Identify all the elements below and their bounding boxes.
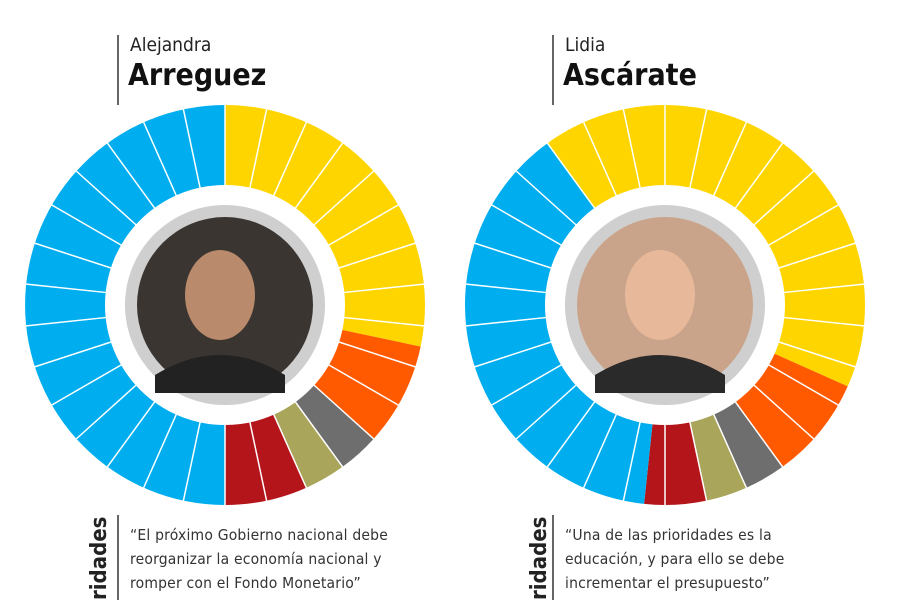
segment-divider: [312, 384, 375, 441]
segment-divider: [515, 169, 578, 226]
donut-segment: [225, 414, 307, 505]
photo-shoulders: [155, 355, 285, 393]
segment-divider: [33, 242, 113, 269]
segment-divider: [249, 108, 268, 189]
segment-divider: [142, 121, 178, 197]
segment-divider: [75, 169, 138, 226]
segment-divider: [622, 108, 641, 189]
segment-divider: [473, 341, 553, 368]
segment-divider: [182, 108, 201, 189]
segment-divider: [75, 384, 138, 441]
segment-divider: [783, 283, 865, 294]
donut-segment: [547, 105, 866, 387]
donut-segment: [689, 414, 747, 501]
segment-divider: [515, 384, 578, 441]
quote-line: “Una de las prioridades es la: [565, 526, 772, 544]
segment-divider: [106, 400, 156, 469]
segment-divider: [327, 363, 400, 407]
side-label: ridades: [527, 517, 552, 600]
segment-divider: [473, 242, 553, 269]
segment-divider: [546, 400, 596, 469]
segment-divider: [182, 421, 201, 502]
segment-divider: [689, 421, 708, 502]
segment-divider: [312, 169, 375, 226]
segment-divider: [465, 316, 547, 327]
segment-divider: [294, 141, 344, 210]
photo-face: [625, 250, 695, 340]
segment-divider: [106, 141, 156, 210]
photo-face: [185, 250, 255, 340]
segment-divider: [33, 341, 113, 368]
segment-divider: [337, 242, 417, 269]
side-label: ridades: [87, 517, 112, 600]
segment-divider: [343, 283, 425, 294]
segment-divider: [25, 283, 107, 294]
donut-segment: [295, 385, 374, 467]
segment-divider: [343, 316, 425, 327]
segment-divider: [777, 341, 857, 368]
segment-divider: [712, 413, 748, 489]
donut-segment: [225, 105, 425, 347]
photo-shoulders: [595, 355, 725, 393]
quote-line: reorganizar la economía nacional y: [130, 550, 382, 568]
donut-segment: [735, 353, 848, 467]
segment-divider: [582, 121, 618, 197]
donut-segment: [314, 329, 421, 439]
segment-divider: [622, 421, 641, 502]
segment-divider: [50, 363, 123, 407]
segment-divider: [490, 363, 563, 407]
segment-divider: [582, 413, 618, 489]
segment-divider: [734, 141, 784, 210]
quote-line: educación, y para ello se debe: [565, 550, 784, 568]
segment-divider: [50, 203, 123, 247]
quote-line: romper con el Fondo Monetario”: [130, 574, 361, 592]
first-name: Lidia: [565, 34, 605, 56]
donut-segment: [464, 143, 653, 504]
segment-divider: [294, 400, 344, 469]
quote-line: “El próximo Gobierno nacional debe: [130, 526, 388, 544]
last-name: Arreguez: [128, 58, 266, 93]
segment-divider: [689, 108, 708, 189]
donut-segment: [273, 402, 343, 488]
segment-divider: [337, 341, 417, 368]
segment-divider: [490, 203, 563, 247]
segment-divider: [734, 400, 784, 469]
last-name: Ascárate: [563, 58, 697, 93]
donut-segment: [713, 402, 783, 488]
segment-divider: [327, 203, 400, 247]
segment-divider: [272, 413, 308, 489]
segment-divider: [767, 363, 840, 407]
segment-divider: [752, 384, 815, 441]
segment-divider: [465, 283, 547, 294]
segment-divider: [712, 121, 748, 197]
donut-segment: [644, 422, 707, 505]
segment-divider: [777, 242, 857, 269]
donut-segment: [25, 105, 225, 505]
segment-divider: [767, 203, 840, 247]
segment-divider: [25, 316, 107, 327]
segment-divider: [546, 141, 596, 210]
segment-divider: [783, 316, 865, 327]
first-name: Alejandra: [130, 34, 211, 56]
segment-divider: [752, 169, 815, 226]
segment-divider: [249, 421, 268, 502]
quote-line: incrementar el presupuesto”: [565, 574, 770, 592]
segment-divider: [142, 413, 178, 489]
segment-divider: [272, 121, 308, 197]
charts: [25, 104, 866, 506]
